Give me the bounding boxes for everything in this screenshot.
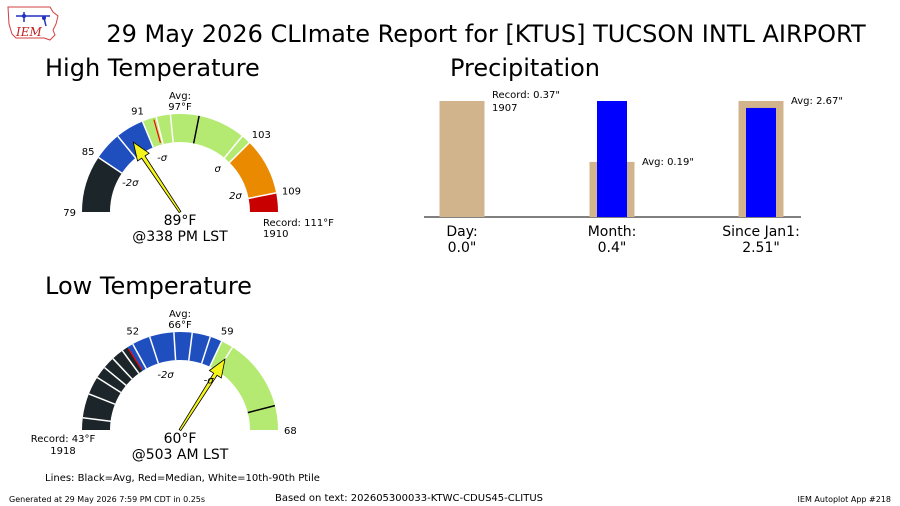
avg-line [192,115,200,144]
gauge-1 [82,331,278,432]
record-label: Record: 111°F 1910 [263,218,334,240]
gauge-band [98,121,154,174]
percentile-line [112,358,133,380]
record-label-line: 1918 [50,446,75,457]
logo-text: IEM [15,25,43,39]
avg-label: Avg: 66°F [168,309,192,331]
percentile-line [98,156,123,174]
percentile-line [121,350,140,374]
percentile-line [223,135,243,159]
precip-annotation: Avg: 2.67" [791,96,843,107]
precip-title: Precipitation [450,54,600,82]
tick-label: 91 [131,106,144,117]
precip-annotation-line: Record: 0.37" [492,90,560,101]
avg-label: Avg: 97°F [168,91,192,113]
gauge-band [209,341,278,430]
precip-category-label: Since Jan1: 2.51" [722,224,800,256]
record-label-line: Record: 111°F [263,218,334,229]
percentile-line [104,366,127,386]
percentile-line [173,332,177,361]
percentile-line [141,121,154,148]
sigma-label: -σ [157,153,168,164]
legend-note: Lines: Black=Avg, Red=Median, White=10th… [45,473,320,484]
median-line [153,119,162,143]
precip-category-label-line: 2.51" [742,240,780,256]
percentile-line [88,393,116,405]
observed-time: @338 PM LST [132,229,228,245]
sigma-label: -σ [204,376,215,387]
avg-label-line: Avg: [169,91,191,102]
precip-observed-bar [597,101,627,217]
iem-logo: IEM [7,6,59,41]
tick-label: 79 [63,208,76,219]
percentile-line [248,192,277,200]
avg-label-line: 66°F [168,320,192,331]
percentile-line [149,336,160,364]
percentile-line [228,142,250,164]
precip-category-label-line: 0.0" [448,240,477,256]
precip-annotation: Avg: 0.19" [642,157,694,168]
precip-avg-bar [439,101,485,217]
footer-app: IEM Autoplot App #218 [798,495,891,504]
footer-based-on: Based on text: 202605300033-KTWC-CDUS45-… [275,493,543,504]
report-title: 29 May 2026 CLImate Report for [KTUS] TU… [106,20,866,48]
record-label-line: Record: 43°F [31,434,96,445]
gauge-title: High Temperature [45,54,260,82]
avg-label-line: 97°F [168,102,192,113]
sigma-label: -2σ [157,370,174,381]
percentile-line [96,376,122,394]
precip-category-label-line: 0.4" [598,240,627,256]
sigma-label: σ [214,164,221,175]
precip-observed-bar [746,107,776,217]
observed-value: 60°F [164,431,197,447]
percentile-line [188,332,194,361]
percentile-line [132,343,147,370]
sigma-label: -2σ [122,178,139,189]
gauge-band [142,114,250,163]
record-label: Record: 43°F 1918 [31,434,96,457]
avg-line [247,404,276,414]
percentile-line [209,341,223,367]
percentile-line [169,114,174,143]
gauge-band [229,142,277,199]
tick-label: 52 [126,326,139,337]
precip-category-label-line: Since Jan1: [722,224,800,240]
record-label-line: 1910 [263,229,288,240]
precip-annotation-line: 1907 [492,103,517,114]
gauge-band [248,192,278,212]
gauge-0 [82,114,278,214]
avg-label-line: Avg: [169,309,191,320]
gauge-band [82,347,143,430]
sigma-label: 2σ [229,191,242,202]
tick-label: 109 [282,187,301,198]
precip-category-label: Day: 0.0" [446,224,477,256]
tick-label: 85 [82,147,95,158]
precip-annotation: Record: 0.37" 1907 [492,90,560,114]
observed-time: @503 AM LST [132,447,229,463]
tick-label: 59 [221,326,234,337]
percentile-line [155,116,164,145]
footer-generated: Generated at 29 May 2026 7:59 PM CDT in … [9,495,205,504]
percentile-line [200,336,211,364]
percentile-line [117,135,137,159]
observed-value: 89°F [164,213,197,229]
observed-arrow [178,358,226,432]
precip-category-label: Month: 0.4" [588,224,637,256]
tick-label: 103 [252,130,271,141]
observed-arrow [132,141,182,214]
gauge-band [82,157,122,212]
tick-label: 68 [284,426,297,437]
gauge-title: Low Temperature [45,272,252,300]
median-line [128,348,142,370]
percentile-line [82,416,111,422]
precip-category-label-line: Day: [446,224,477,240]
precip-category-label-line: Month: [588,224,637,240]
